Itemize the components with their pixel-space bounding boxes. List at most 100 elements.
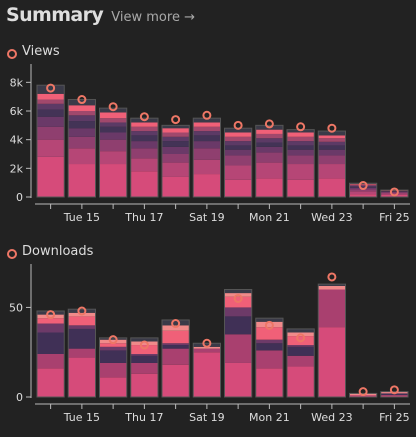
- downloads-bar-segment: [287, 328, 315, 333]
- views-bar-segment: [349, 184, 377, 185]
- downloads-bar-segment: [130, 355, 158, 363]
- downloads-bar-segment: [99, 377, 127, 397]
- views-bar-segment: [162, 132, 190, 137]
- views-bar-segment: [37, 126, 65, 140]
- downloads-bar-segment: [287, 345, 315, 347]
- views-bar-segment: [37, 139, 65, 157]
- views-bar-segment: [255, 133, 283, 139]
- views-y-tick-label: 0: [16, 191, 23, 204]
- downloads-bar-segment: [255, 327, 283, 340]
- views-bar-segment: [99, 164, 127, 197]
- views-bar-segment: [68, 111, 96, 116]
- views-bar-segment: [287, 179, 315, 197]
- downloads-marker: [233, 293, 243, 303]
- views-bar-outline: [130, 117, 159, 198]
- view-more-link[interactable]: View more →: [111, 10, 195, 25]
- downloads-bar-segment: [68, 309, 96, 313]
- views-bar-segment: [37, 156, 65, 197]
- views-bar-segment: [287, 164, 315, 180]
- views-marker: [46, 83, 56, 93]
- views-bar-outline: [67, 99, 96, 198]
- downloads-marker: [358, 387, 368, 397]
- views-bar-segment: [162, 162, 190, 177]
- views-bar-segment: [99, 151, 127, 165]
- downloads-bar-segment: [37, 368, 65, 397]
- downloads-bar-segment: [130, 354, 158, 356]
- downloads-bar-segment: [162, 364, 190, 397]
- views-bar-segment: [349, 186, 377, 188]
- views-bar-segment: [224, 179, 252, 197]
- downloads-bar-outline: [255, 317, 284, 398]
- views-bar-segment: [224, 141, 252, 146]
- downloads-bar-segment: [255, 339, 283, 344]
- views-chart-label: Views: [7, 44, 60, 59]
- views-bar-segment: [255, 178, 283, 197]
- downloads-bar-outline: [286, 328, 315, 398]
- downloads-bar: [286, 328, 315, 398]
- views-bar-outline: [380, 189, 409, 198]
- views-bar-segment: [68, 115, 96, 122]
- views-bar-segment: [162, 128, 190, 133]
- downloads-marker: [171, 319, 181, 329]
- views-bar-segment: [255, 138, 283, 143]
- views-bar-segment: [130, 126, 158, 132]
- views-marker: [77, 95, 87, 105]
- downloads-bar-outline: [224, 289, 253, 398]
- views-bar: [67, 99, 96, 198]
- views-bar-segment: [193, 131, 221, 136]
- downloads-bar: [99, 337, 128, 398]
- downloads-bar-outline: [130, 337, 159, 398]
- views-bar: [286, 129, 315, 198]
- views-bar-segment: [130, 148, 158, 159]
- views-bar-segment: [37, 109, 65, 117]
- views-x-tick-label: Sat 19: [189, 211, 225, 224]
- views-bar: [99, 107, 128, 198]
- downloads-bar-segment: [287, 346, 315, 356]
- downloads-bar: [192, 342, 221, 398]
- downloads-bar-segment: [99, 346, 127, 351]
- views-bar: [130, 117, 159, 198]
- downloads-bar-segment: [37, 311, 65, 315]
- views-bar-segment: [318, 141, 346, 146]
- downloads-bar-segment: [68, 325, 96, 329]
- views-label-text: Views: [22, 44, 60, 59]
- downloads-bar-segment: [130, 373, 158, 397]
- views-bar-segment: [255, 142, 283, 147]
- views-bar-segment: [193, 141, 221, 149]
- views-bar-segment: [162, 176, 190, 197]
- downloads-marker: [46, 310, 56, 320]
- downloads-bar-segment: [193, 352, 221, 397]
- downloads-bar-segment: [68, 357, 96, 397]
- downloads-bar: [161, 319, 190, 398]
- views-bar-segment: [318, 145, 346, 150]
- views-bar: [192, 117, 221, 198]
- downloads-bar-segment: [130, 337, 158, 342]
- downloads-bar-segment: [380, 395, 408, 397]
- downloads-x-tick-label: Thu 17: [124, 411, 163, 424]
- views-bar-segment: [130, 122, 158, 127]
- downloads-bar-segment: [37, 354, 65, 369]
- views-bar-segment: [287, 141, 315, 146]
- views-bar: [255, 124, 284, 198]
- views-bar-segment: [162, 125, 190, 129]
- views-bar-segment: [130, 171, 158, 197]
- views-bar-segment: [99, 126, 127, 133]
- views-bar-segment: [130, 135, 158, 142]
- views-bar-segment: [130, 141, 158, 149]
- views-bar-segment: [193, 135, 221, 142]
- downloads-marker: [296, 333, 306, 343]
- views-bar: [161, 124, 190, 198]
- downloads-chart: 0 50 Tue 15 Thu 17 Sat 19 Mon 21 Wed 23 Fri 25: [9, 264, 410, 424]
- downloads-bar-segment: [37, 314, 65, 319]
- downloads-bar-outline: [349, 392, 378, 398]
- views-marker: [202, 110, 212, 120]
- views-marker: [358, 181, 368, 191]
- views-bar-segment: [37, 93, 65, 100]
- views-bar-segment: [68, 148, 96, 165]
- summary-header: Summary View more →: [6, 4, 195, 32]
- views-marker: [171, 115, 181, 125]
- views-y-tick-label: 8k: [10, 76, 24, 89]
- views-bar-segment: [318, 149, 346, 156]
- views-bar-segment: [224, 149, 252, 156]
- views-bar-segment: [193, 122, 221, 127]
